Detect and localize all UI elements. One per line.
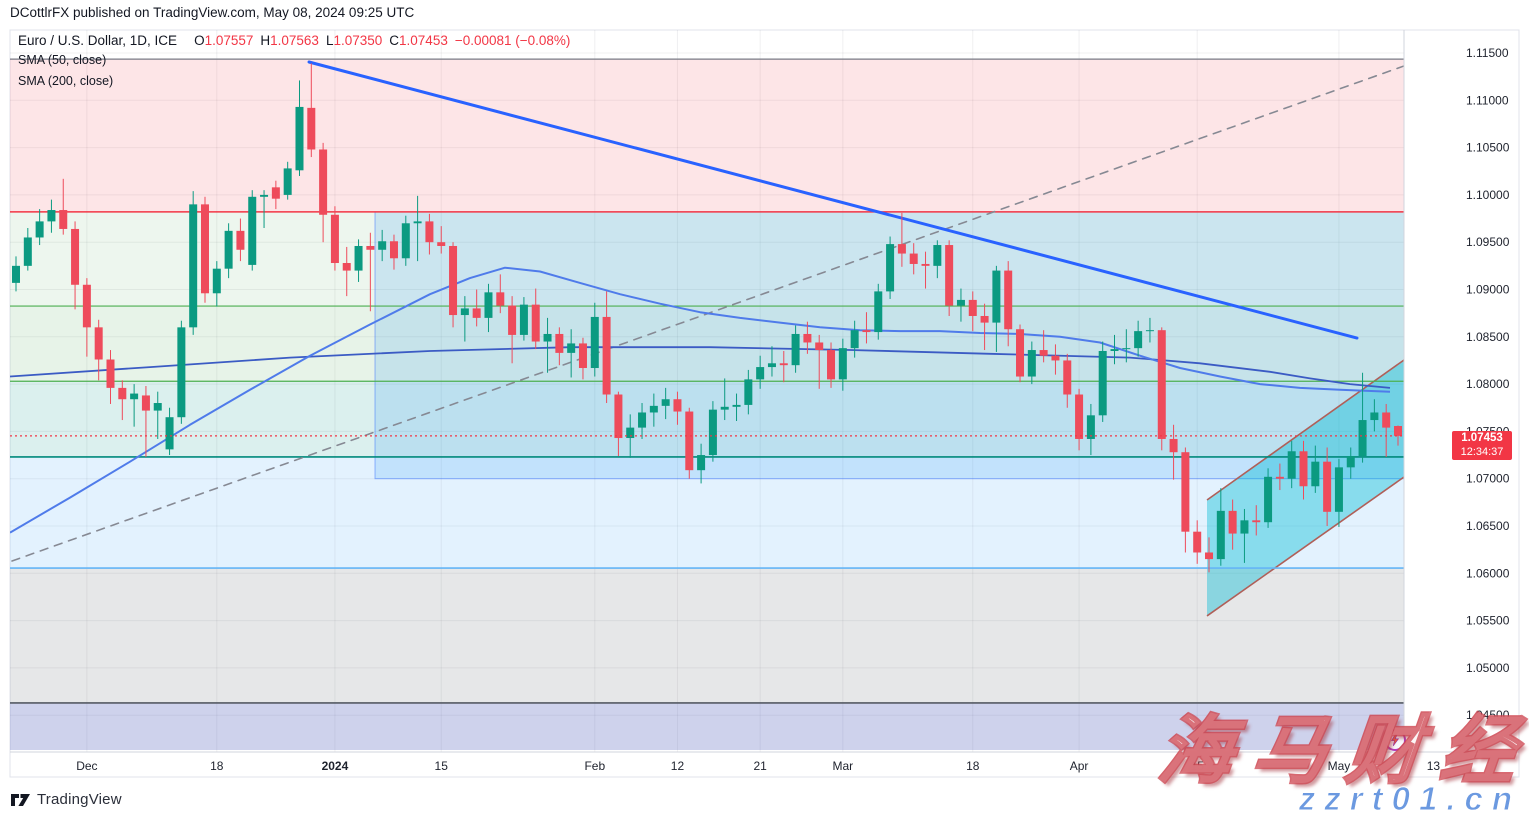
svg-text:1.11000: 1.11000 (1466, 93, 1509, 107)
svg-text:1.07000: 1.07000 (1466, 472, 1510, 486)
svg-text:1.06000: 1.06000 (1466, 566, 1510, 580)
svg-text:1.10000: 1.10000 (1466, 188, 1510, 202)
watermark-chinese: 海马财经 (1153, 708, 1529, 794)
svg-text:18: 18 (966, 759, 980, 773)
close-value: 1.07453 (399, 33, 448, 48)
chart-legend: Euro / U.S. Dollar, 1D, ICE O1.07557 H1.07… (18, 33, 570, 90)
open-label: O (194, 33, 205, 48)
symbol-legend-row[interactable]: Euro / U.S. Dollar, 1D, ICE O1.07557 H1.07… (18, 33, 570, 48)
lightning-bolt-icon (1390, 733, 1400, 747)
publish-attribution: DCottlrFX published on TradingView.com, … (10, 5, 415, 20)
svg-text:12: 12 (671, 759, 685, 773)
high-label: H (260, 33, 271, 48)
svg-text:13: 13 (1427, 759, 1441, 773)
tradingview-brand-text: TradingView (37, 791, 122, 808)
svg-text:Dec: Dec (76, 759, 97, 773)
svg-text:1.04500: 1.04500 (1466, 708, 1510, 722)
tradingview-logo-icon (11, 793, 30, 806)
change-value: −0.00081 (−0.08%) (454, 33, 571, 48)
low-label: L (325, 33, 334, 48)
svg-text:Apr: Apr (1070, 759, 1089, 773)
bar-countdown: 12:34:37 (1460, 446, 1504, 458)
svg-text:1.09000: 1.09000 (1466, 283, 1510, 297)
svg-text:15: 15 (435, 759, 449, 773)
flash-reaction-icon[interactable] (1384, 729, 1406, 751)
low-value: 1.07350 (333, 33, 383, 48)
price-scale[interactable] (1404, 30, 1519, 752)
svg-text:21: 21 (753, 759, 767, 773)
svg-text:1.10500: 1.10500 (1466, 141, 1510, 155)
watermark-url: zzrt01.cn (1298, 780, 1521, 817)
tradingview-footer-link[interactable]: TradingView (10, 791, 122, 808)
svg-text:1.08000: 1.08000 (1466, 377, 1510, 391)
sma50-legend[interactable]: SMA (50, close) (18, 53, 107, 67)
svg-text:18: 18 (210, 759, 224, 773)
svg-text:1.08500: 1.08500 (1466, 330, 1510, 344)
svg-text:Feb: Feb (584, 759, 605, 773)
svg-text:1.11500: 1.11500 (1466, 46, 1509, 60)
symbol-title: Euro / U.S. Dollar, 1D, ICE (18, 33, 178, 48)
high-value: 1.07563 (270, 33, 319, 48)
svg-text:1.05000: 1.05000 (1466, 661, 1510, 675)
svg-text:1.09500: 1.09500 (1466, 235, 1510, 249)
close-label: C (389, 33, 400, 48)
svg-text:15: 15 (1191, 759, 1205, 773)
open-value: 1.07557 (204, 33, 254, 48)
svg-text:May: May (1328, 759, 1351, 773)
current-price-value: 1.07453 (1461, 432, 1503, 444)
svg-text:1.05500: 1.05500 (1466, 614, 1510, 628)
current-price-label[interactable]: 1.07453 12:34:37 (1452, 431, 1512, 460)
sma200-legend[interactable]: SMA (200, close) (18, 74, 114, 88)
svg-text:1.06500: 1.06500 (1466, 519, 1510, 533)
svg-text:2024: 2024 (322, 759, 349, 773)
svg-text:Mar: Mar (833, 759, 854, 773)
